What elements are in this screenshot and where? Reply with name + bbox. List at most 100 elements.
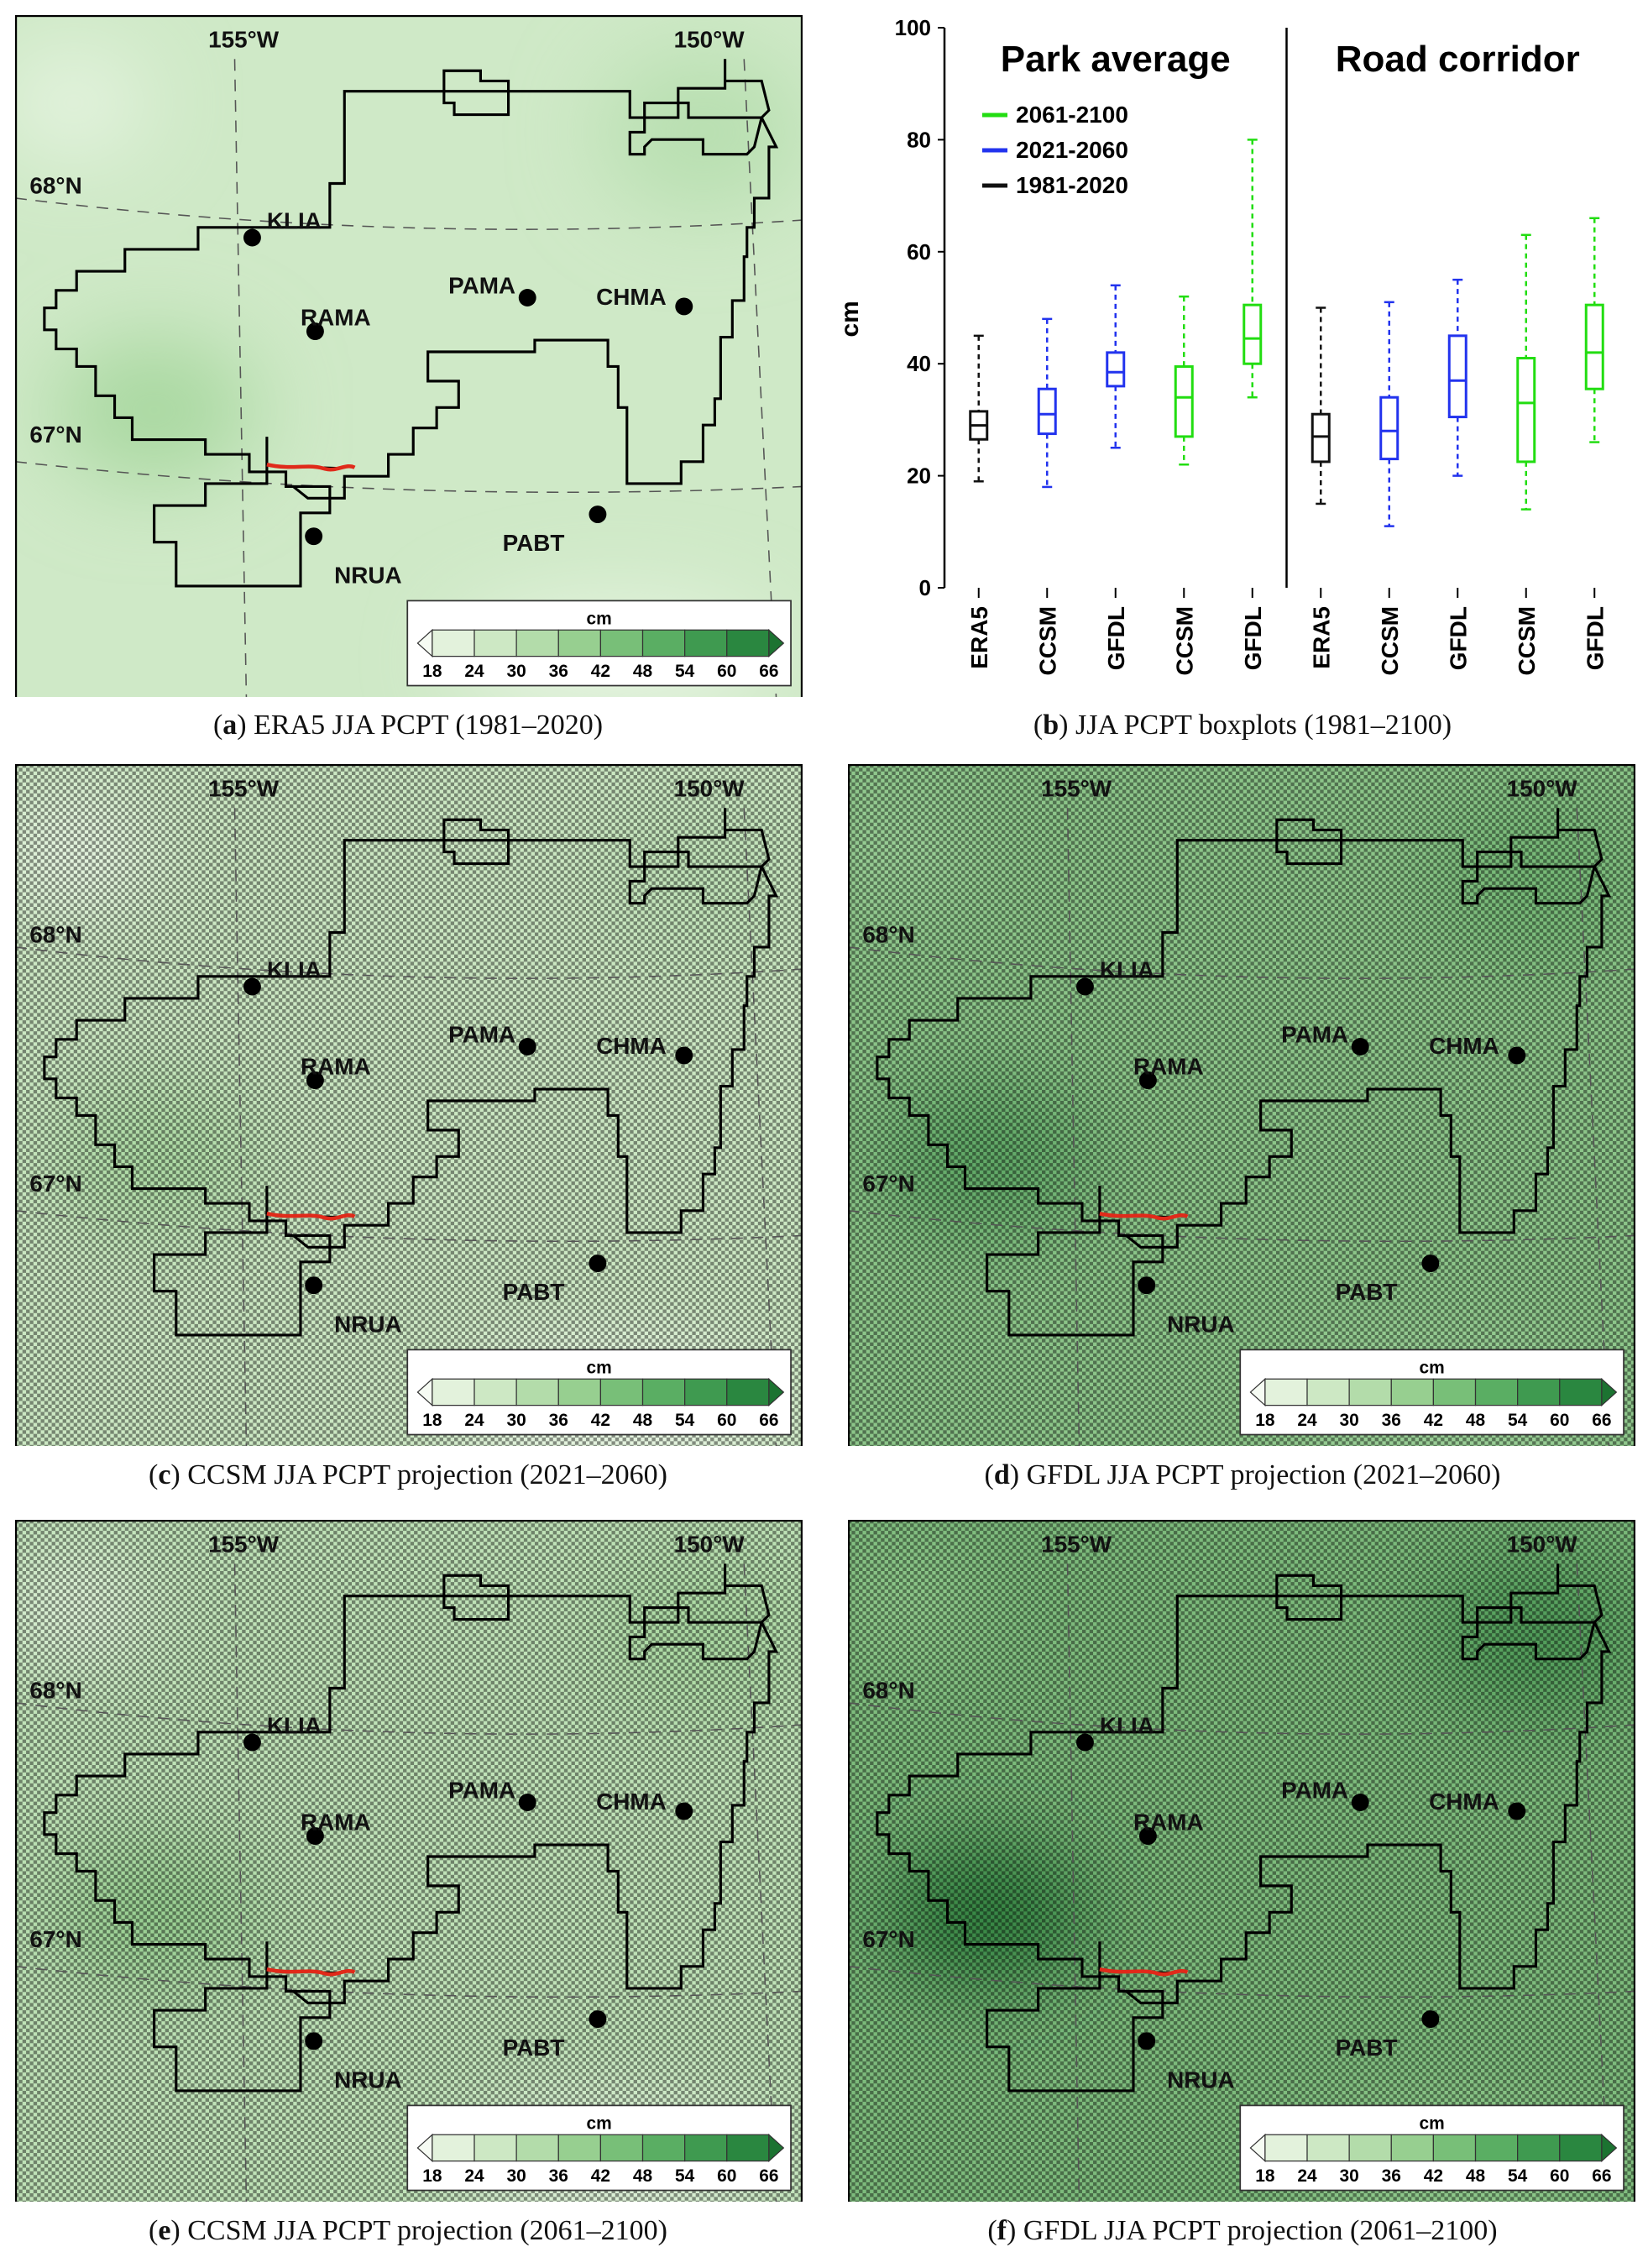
map-panel-c: KLIA RAMA PAMA CHMA PABT NRUA 155°W 150°W 68°N 67…	[15, 764, 803, 1446]
lat-label: 68°N	[29, 173, 81, 199]
lon-label: 155°W	[208, 775, 280, 801]
station-marker	[1138, 1827, 1157, 1846]
station-marker	[589, 2010, 607, 2028]
colorbar-tick: 18	[422, 2166, 442, 2186]
station-marker	[306, 1071, 324, 1090]
station-marker	[1421, 2010, 1440, 2028]
station-marker	[1351, 1794, 1369, 1811]
colorbar-bin	[432, 2134, 475, 2162]
caption-f: (f) GFDL JJA PCPT projection (2061–2100)	[987, 2215, 1498, 2246]
box-0	[969, 334, 989, 483]
colorbar-bin	[599, 2134, 644, 2162]
colorbar-bin	[557, 1378, 602, 1406]
colorbar-bin	[1432, 1378, 1477, 1406]
legend-label: 2061-2100	[1016, 102, 1128, 128]
park-boundary	[876, 808, 1612, 1337]
colorbar-title: cm	[1420, 2113, 1445, 2133]
colorbar-tick: 48	[1466, 1411, 1485, 1430]
map-c: KLIA RAMA PAMA CHMA PABT NRUA 155°W 150°W 68°N 67…	[15, 764, 803, 1446]
y-tick-label: 20	[907, 464, 931, 489]
colorbar-bin	[1559, 1378, 1603, 1406]
colorbar-tick: 24	[464, 662, 484, 681]
station-label: PABT	[503, 2035, 565, 2061]
box-1	[1037, 317, 1057, 489]
colorbar-bin	[1559, 2134, 1603, 2162]
colorbar-tick: 42	[591, 662, 610, 681]
colorbar-bin	[515, 629, 559, 657]
park-boundary	[43, 59, 779, 588]
colorbar-bin	[473, 2134, 517, 2162]
colorbar-bin	[1264, 1378, 1308, 1406]
colorbar-tick: 48	[633, 1411, 652, 1430]
station-label: CHMA	[1429, 1789, 1499, 1815]
y-tick-label: 0	[919, 575, 931, 600]
station-label: CHMA	[596, 284, 667, 310]
colorbar-bin	[641, 629, 686, 657]
colorbar-tick: 24	[464, 1411, 484, 1430]
colorbar-bin	[1390, 2134, 1435, 2162]
station-marker	[518, 289, 536, 306]
lat-label: 67°N	[29, 1926, 81, 1952]
station-marker	[518, 1038, 536, 1055]
colorbar-bin	[1390, 1378, 1435, 1406]
colorbar-tick: 36	[549, 2166, 568, 2186]
box-2	[1106, 284, 1126, 449]
box-3	[1174, 295, 1194, 466]
colorbar-bin	[768, 628, 785, 658]
iqr-box	[1311, 412, 1331, 464]
station-marker	[1508, 1802, 1526, 1820]
station-label: NRUA	[334, 562, 402, 588]
y-tick-label: 80	[907, 127, 931, 152]
lon-label: 155°W	[208, 1531, 280, 1557]
x-tick-label: CCSM	[1377, 606, 1403, 675]
boxplot-panel-b: 0 20 40 60 80 100 cm Park average Road corridor 2…	[840, 7, 1637, 704]
colorbar-bin	[473, 629, 517, 657]
x-tick-label: CCSM	[1514, 606, 1540, 675]
station-label: KLIA	[1100, 1713, 1154, 1739]
lon-label: 150°W	[674, 775, 746, 801]
graticule	[848, 808, 1635, 1446]
box-7	[1447, 278, 1468, 477]
box-8	[1516, 233, 1536, 511]
colorbar-bin	[684, 2134, 728, 2162]
colorbar-tick: 18	[422, 662, 442, 681]
x-tick-label: GFDL	[1240, 606, 1266, 670]
caption-e: (e) CCSM JJA PCPT projection (2061–2100)	[148, 2215, 668, 2246]
colorbar-bin	[641, 2134, 686, 2162]
colorbar-bin	[1517, 2134, 1561, 2162]
station-marker	[306, 322, 324, 341]
colorbar-tick: 48	[1466, 2166, 1485, 2186]
station-marker	[589, 1254, 607, 1272]
colorbar-title: cm	[587, 1358, 612, 1377]
station-label: PABT	[1336, 2035, 1398, 2061]
graticule	[15, 808, 803, 1446]
map-frame	[15, 1520, 803, 2202]
station-marker	[243, 1733, 261, 1752]
colorbar-bin	[1348, 2134, 1392, 2162]
colorbar-bin	[1601, 1377, 1618, 1407]
station-label: NRUA	[334, 1311, 402, 1337]
map-frame	[848, 764, 1635, 1446]
y-tick-label: 100	[895, 15, 931, 40]
station-marker	[1075, 1733, 1094, 1752]
lat-label: 68°N	[29, 1678, 81, 1704]
station-label: PABT	[503, 530, 565, 556]
station-marker	[1138, 1071, 1157, 1090]
colorbar-bin	[473, 1378, 517, 1406]
significance-hatching	[15, 1520, 803, 2202]
station-label: RAMA	[1133, 1810, 1204, 1836]
station-label: CHMA	[1429, 1033, 1499, 1059]
colorbar-tick: 60	[1550, 2166, 1569, 2186]
colorbar: cm 18 24 30 36 42 48 54 60 66	[406, 2104, 792, 2192]
colorbar-title: cm	[587, 2113, 612, 2133]
colorbar-tick: 60	[717, 1411, 736, 1430]
map-a: KLIA RAMA PAMA CHMA PABT NRUA 155°W 150°W 68°N 67…	[15, 15, 803, 697]
graticule	[848, 1564, 1635, 2202]
colorbar-tick: 24	[1297, 1411, 1317, 1430]
iqr-box	[1243, 303, 1263, 365]
colorbar-bin	[1517, 1378, 1561, 1406]
boxplot-chart: 0 20 40 60 80 100 cm Park average Road corridor 2…	[840, 15, 1608, 675]
park-boundary	[876, 1564, 1612, 2093]
road-corridor	[1099, 1212, 1189, 1221]
lat-label: 67°N	[29, 1171, 81, 1197]
